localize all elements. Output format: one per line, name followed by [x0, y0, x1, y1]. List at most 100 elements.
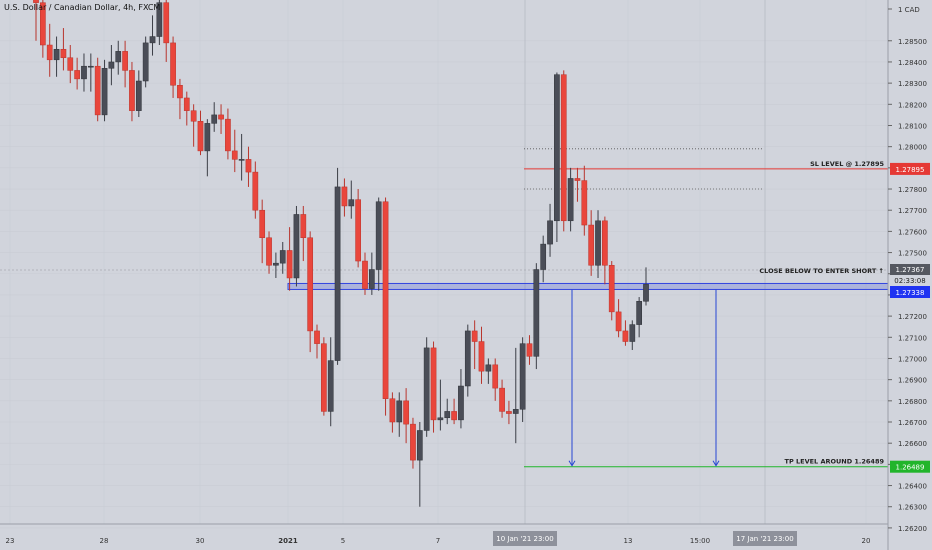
candle — [574, 167, 581, 202]
candle — [540, 235, 547, 283]
candle-body — [348, 199, 355, 207]
candle — [252, 161, 259, 219]
candle-body — [108, 61, 115, 69]
candle — [403, 388, 409, 444]
candle-body — [595, 220, 601, 266]
candle — [622, 320, 629, 346]
candle-body — [60, 48, 67, 58]
candle — [259, 199, 266, 264]
candlestick-series — [33, 0, 649, 507]
y-tick-label: 1.27200 — [898, 313, 927, 321]
y-tick-label: 1.26200 — [898, 525, 927, 533]
candle — [643, 267, 649, 306]
candle — [464, 324, 471, 397]
candle-body — [183, 97, 190, 111]
candle-body — [643, 284, 649, 302]
candle-body — [115, 51, 122, 63]
candle — [602, 216, 608, 285]
candle-body — [252, 171, 259, 211]
time-axis: 23 28 30 2021 5 7 13 15:00 20 10 Jan '21 23:00 17 … — [0, 523, 888, 546]
candle — [636, 297, 642, 338]
candle-body — [512, 409, 519, 414]
tp-price-tag-box — [890, 460, 930, 473]
candle — [231, 129, 238, 173]
x-highlight-label: 10 Jan '21 23:00 — [496, 535, 553, 543]
y-tick-label: 1.28000 — [898, 144, 927, 152]
candle-body — [293, 214, 300, 279]
candle-body — [197, 121, 204, 152]
candle — [108, 45, 115, 86]
candle-body — [266, 237, 272, 266]
x-highlight-box — [493, 531, 557, 546]
candle-body — [225, 118, 231, 152]
candle — [149, 15, 156, 56]
candle — [327, 337, 334, 427]
candle — [560, 70, 567, 232]
candle — [519, 337, 526, 423]
candle-body — [444, 411, 451, 419]
y-tick-label: 1.26900 — [898, 377, 927, 385]
candle — [615, 299, 622, 338]
candle-body — [314, 330, 320, 344]
chart-title: U.S. Dollar / Canadian Dollar, 4h, FXCM — [4, 3, 161, 12]
candle — [485, 358, 492, 384]
candle-body — [327, 360, 334, 412]
candle — [170, 36, 176, 98]
candle-body — [492, 364, 499, 389]
candle-body — [341, 186, 348, 207]
last-price-tag-label: 1.27367 — [896, 266, 925, 274]
candle — [375, 197, 382, 291]
candle — [437, 379, 444, 431]
candle — [115, 40, 122, 75]
candle-body — [608, 265, 615, 313]
candle-body — [430, 347, 437, 421]
candle-body — [622, 330, 629, 342]
chart-annotations: SL LEVEL @ 1.27895 TP LEVEL AROUND 1.2648… — [568, 160, 884, 467]
candle — [341, 178, 348, 217]
candle — [101, 59, 108, 122]
candle-body — [368, 269, 375, 289]
candle-body — [506, 411, 512, 414]
x-tick-label: 20 — [862, 537, 871, 545]
candle-body — [273, 262, 279, 266]
candle — [478, 326, 485, 384]
candle — [608, 261, 615, 321]
candle-body — [135, 80, 142, 111]
arrow-head — [568, 460, 576, 467]
candle-body — [464, 330, 471, 387]
candle — [547, 203, 553, 257]
candle-body — [389, 398, 396, 423]
candle-body — [478, 341, 485, 372]
candle-body — [540, 243, 547, 270]
candle — [218, 104, 224, 134]
arrow-head — [712, 460, 720, 467]
candle — [458, 369, 464, 429]
x-tick-label: 7 — [436, 537, 440, 545]
candle-body — [94, 65, 101, 116]
candle — [273, 252, 279, 278]
candle-body — [74, 70, 80, 80]
candle-body — [81, 65, 87, 80]
candle-body — [53, 48, 60, 61]
candle-body — [526, 343, 533, 357]
candle-body — [560, 74, 567, 222]
last-price-tag-box — [890, 264, 930, 275]
candle — [87, 53, 94, 92]
y-tick-label: 1.28500 — [898, 38, 927, 46]
candle — [122, 40, 128, 88]
candle — [451, 398, 457, 425]
x-tick-label: 15:00 — [690, 537, 710, 545]
sl-price-tag-box — [890, 162, 930, 175]
countdown-tag-box — [890, 275, 930, 286]
candle-body — [142, 42, 149, 82]
candle-body — [416, 430, 423, 461]
candle-body — [423, 347, 430, 431]
y-tick-label: 1.28400 — [898, 59, 927, 67]
countdown-tag-label: 02:33:08 — [894, 277, 925, 285]
candle-body — [46, 44, 53, 61]
x-highlight-label: 17 Jan '21 23:00 — [736, 535, 793, 543]
candle — [512, 347, 519, 444]
candle-body — [307, 237, 314, 332]
sl-price-tag-label: 1.27895 — [896, 166, 925, 174]
